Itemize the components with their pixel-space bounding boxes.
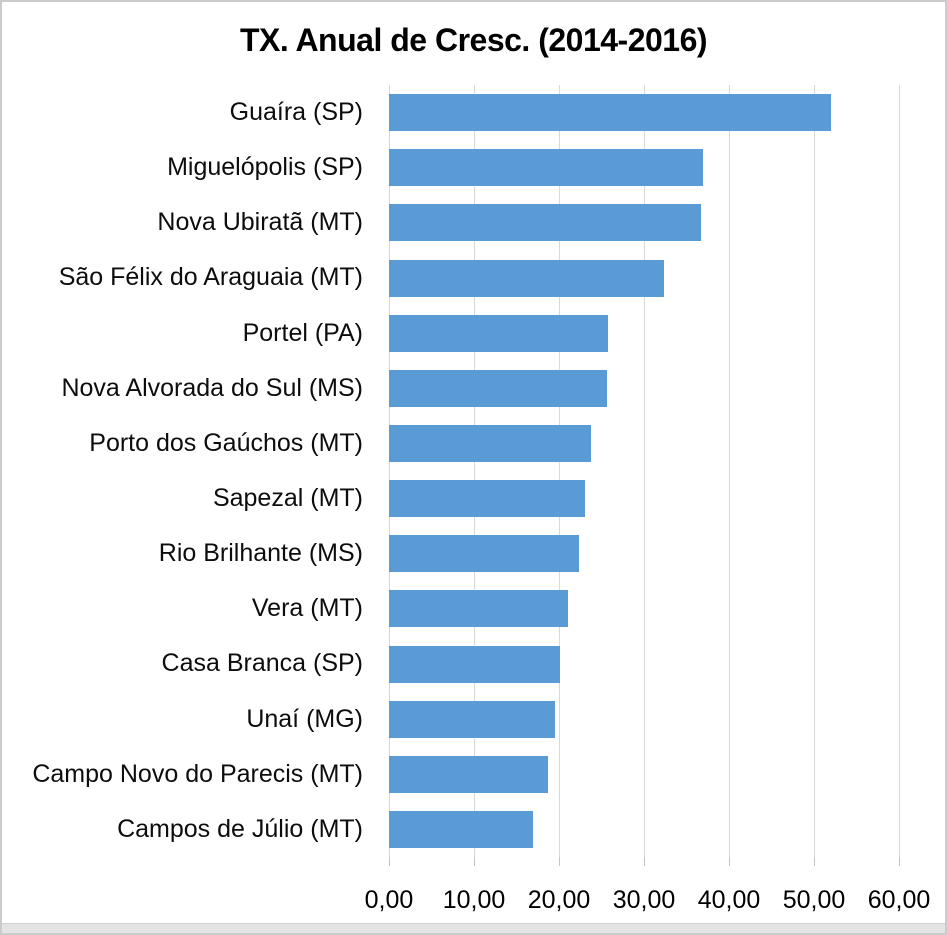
bar xyxy=(389,204,701,242)
category-label: Casa Branca (SP) xyxy=(161,649,363,678)
bar xyxy=(389,94,831,132)
category-label: Unaí (MG) xyxy=(246,704,363,733)
x-tick-label: 30,00 xyxy=(612,886,676,914)
bar xyxy=(389,755,548,793)
gridline xyxy=(899,85,900,857)
category-label: São Félix do Araguaia (MT) xyxy=(58,263,363,292)
axis-tick xyxy=(644,857,645,866)
axis-tick xyxy=(729,857,730,866)
bar xyxy=(389,480,586,518)
bottom-border xyxy=(2,923,945,933)
gridline xyxy=(814,85,815,857)
category-label: Rio Brilhante (MS) xyxy=(158,539,363,568)
axis-tick xyxy=(559,857,560,866)
gridline xyxy=(729,85,730,857)
category-label: Nova Ubiratã (MT) xyxy=(157,208,363,237)
x-tick-label: 20,00 xyxy=(527,886,591,914)
plot-area xyxy=(389,85,900,866)
axis-tick xyxy=(814,857,815,866)
category-label: Guaíra (SP) xyxy=(229,98,363,126)
category-label: Vera (MT) xyxy=(251,594,363,623)
category-label: Campos de Júlio (MT) xyxy=(117,814,363,843)
bar xyxy=(389,259,665,297)
value-axis: 0,00 10,00 20,00 30,00 40,00 50,00 60,00 xyxy=(2,886,947,920)
axis-tick xyxy=(389,857,390,866)
x-tick-label: 10,00 xyxy=(442,886,506,914)
category-label: Miguelópolis (SP) xyxy=(167,153,363,182)
axis-tick xyxy=(899,857,900,866)
bar xyxy=(389,369,608,407)
gridline xyxy=(389,85,390,857)
category-label: Sapezal (MT) xyxy=(212,484,363,512)
bar xyxy=(389,424,592,462)
bar xyxy=(389,535,579,573)
bar xyxy=(389,590,568,628)
bar xyxy=(389,645,560,683)
chart-title: TX. Anual de Cresc. (2014-2016) xyxy=(239,22,708,58)
x-tick-label: 0,00 xyxy=(364,886,414,914)
category-label: Nova Alvorada do Sul (MS) xyxy=(61,373,363,402)
gridline xyxy=(474,85,475,857)
bar xyxy=(389,700,555,738)
bar xyxy=(389,810,533,848)
category-axis: Guaíra (SP) Miguelópolis (SP) Nova Ubiratã… xyxy=(2,85,375,857)
x-tick-label: 60,00 xyxy=(867,886,931,914)
bar xyxy=(389,314,609,352)
category-label: Portel (PA) xyxy=(242,318,363,347)
category-label: Campo Novo do Parecis (MT) xyxy=(32,759,363,788)
gridline xyxy=(644,85,645,857)
bar xyxy=(389,149,703,187)
axis-tick xyxy=(474,857,475,866)
category-label: Porto dos Gaúchos (MT) xyxy=(89,428,363,457)
gridline xyxy=(559,85,560,857)
x-tick-label: 50,00 xyxy=(782,886,846,914)
x-tick-label: 40,00 xyxy=(697,886,761,914)
